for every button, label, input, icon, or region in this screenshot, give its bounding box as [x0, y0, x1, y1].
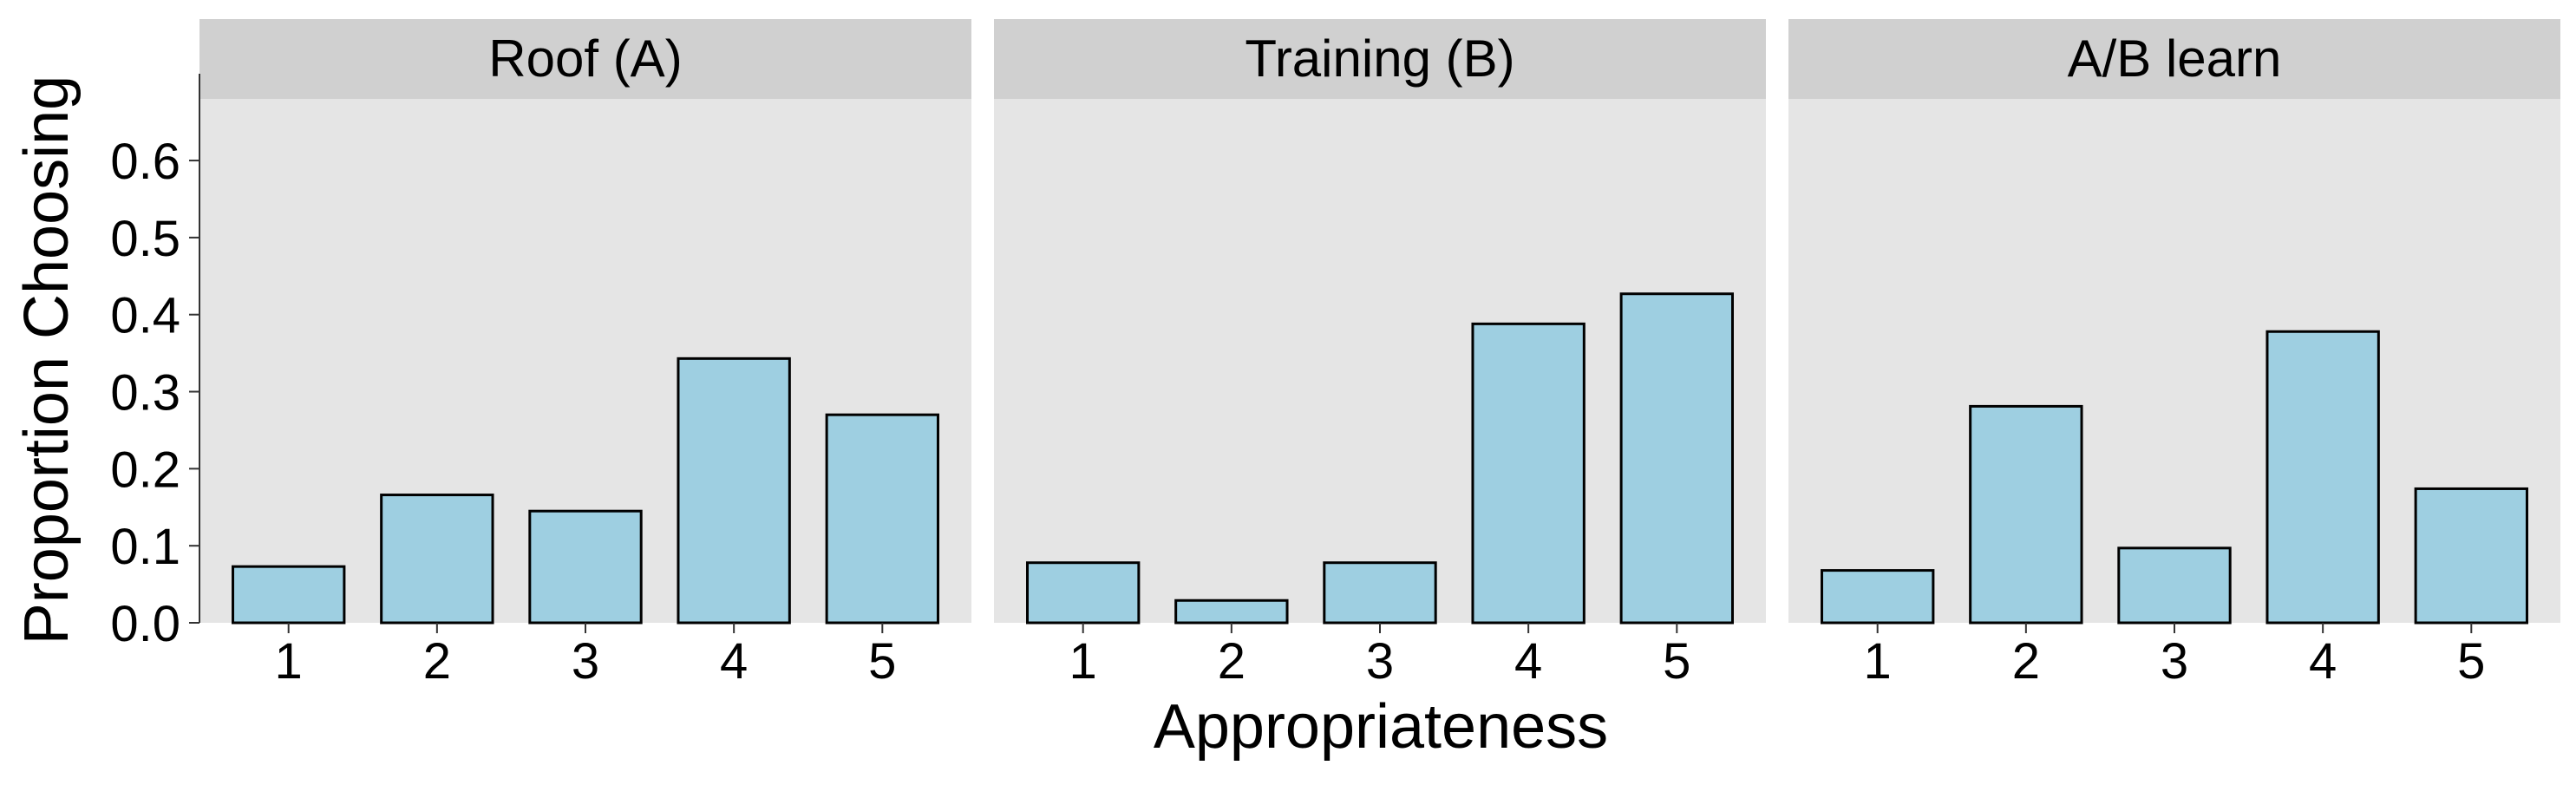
x-tick-label: 2	[2012, 633, 2040, 690]
bar	[1026, 561, 1141, 625]
bar	[528, 509, 643, 625]
bar	[380, 494, 494, 625]
y-axis-label: Proportion Choosing	[12, 75, 82, 644]
y-tick-label: 0.3	[110, 365, 180, 422]
facet-strip	[1788, 19, 2560, 99]
bar	[677, 357, 791, 625]
bar	[1174, 599, 1289, 625]
facet-panel: A/B learn 1 2 3 4 5	[1788, 19, 2560, 690]
bar	[1471, 322, 1585, 625]
x-tick-label: 5	[2457, 633, 2485, 690]
x-tick-label: 1	[1069, 633, 1097, 690]
x-tick-label: 5	[868, 633, 896, 690]
facet-panel: Training (B) 1 2 3 4 5	[994, 19, 1766, 690]
x-tick-label: 4	[720, 633, 748, 690]
facet-title: A/B learn	[2068, 29, 2282, 88]
bar	[2117, 546, 2232, 625]
x-tick-label: 3	[572, 633, 599, 690]
bar	[825, 413, 939, 625]
x-tick-label: 2	[1218, 633, 1246, 690]
x-tick-label: 2	[423, 633, 451, 690]
facet-strip	[994, 19, 1766, 99]
x-tick-label: 3	[2161, 633, 2188, 690]
bar	[232, 565, 346, 625]
panels-layer: Roof (A) 1 2 3 4 5 Training (B) 1 2 3 4 5 A/B learn 1…	[199, 19, 2560, 690]
bar	[1323, 561, 1437, 625]
y-tick-label: 0.5	[110, 211, 180, 267]
x-tick-label: 1	[1864, 633, 1892, 690]
y-tick-label: 0.6	[110, 134, 180, 190]
bar	[2265, 330, 2380, 625]
y-tick-label: 0.1	[110, 519, 180, 575]
bar	[1619, 292, 1734, 625]
bar	[1821, 569, 1935, 625]
x-axis-label: Appropriateness	[1154, 692, 1608, 762]
y-axis: 0.0 0.1 0.2 0.3 0.4 0.5 0.6	[110, 74, 200, 652]
facet-title: Training (B)	[1245, 29, 1514, 88]
y-tick-label: 0.2	[110, 442, 180, 498]
bar	[2414, 487, 2528, 625]
x-tick-label: 4	[2309, 633, 2337, 690]
x-tick-label: 4	[1514, 633, 1542, 690]
y-tick-label: 0.4	[110, 288, 180, 344]
facet-panel: Roof (A) 1 2 3 4 5	[199, 19, 971, 690]
y-tick-label: 0.0	[110, 596, 180, 652]
facet-title: Roof (A)	[488, 29, 682, 88]
x-tick-label: 3	[1366, 633, 1394, 690]
bar	[1969, 404, 2083, 625]
x-tick-label: 5	[1663, 633, 1690, 690]
facet-strip	[199, 19, 971, 99]
x-tick-label: 1	[275, 633, 303, 690]
